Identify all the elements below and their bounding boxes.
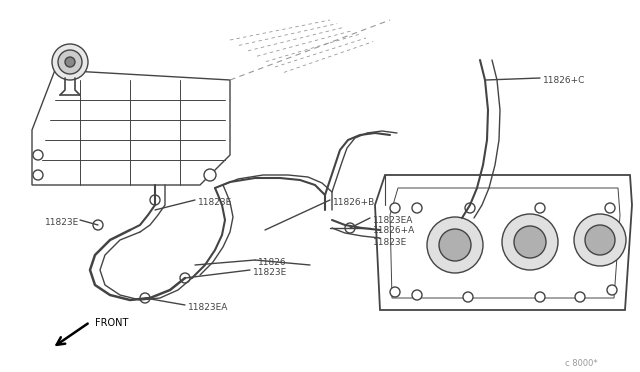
- Circle shape: [535, 203, 545, 213]
- Circle shape: [204, 169, 216, 181]
- Circle shape: [33, 170, 43, 180]
- Text: 11826+A: 11826+A: [373, 226, 415, 235]
- Circle shape: [390, 287, 400, 297]
- Circle shape: [345, 223, 355, 233]
- Circle shape: [535, 292, 545, 302]
- Text: 11826+B: 11826+B: [333, 198, 375, 207]
- Text: 11823EA: 11823EA: [373, 216, 413, 225]
- Text: 11826: 11826: [258, 258, 287, 267]
- Text: 11826+C: 11826+C: [543, 76, 586, 85]
- Circle shape: [52, 44, 88, 80]
- Circle shape: [390, 203, 400, 213]
- Circle shape: [412, 290, 422, 300]
- Circle shape: [180, 273, 190, 283]
- Circle shape: [65, 57, 75, 67]
- Text: FRONT: FRONT: [95, 318, 129, 328]
- Circle shape: [465, 203, 475, 213]
- Text: 11823EA: 11823EA: [188, 303, 228, 312]
- Circle shape: [502, 214, 558, 270]
- Circle shape: [585, 225, 615, 255]
- Circle shape: [427, 217, 483, 273]
- Circle shape: [463, 292, 473, 302]
- Circle shape: [140, 293, 150, 303]
- Circle shape: [439, 229, 471, 261]
- Circle shape: [574, 214, 626, 266]
- Text: 11823E: 11823E: [253, 268, 287, 277]
- Circle shape: [575, 292, 585, 302]
- Circle shape: [607, 285, 617, 295]
- Circle shape: [58, 50, 82, 74]
- Circle shape: [150, 195, 160, 205]
- Circle shape: [514, 226, 546, 258]
- Circle shape: [33, 150, 43, 160]
- Circle shape: [412, 203, 422, 213]
- Circle shape: [93, 220, 103, 230]
- Text: 11823E: 11823E: [198, 198, 232, 207]
- Text: 11823E: 11823E: [373, 238, 407, 247]
- Text: c 8000*: c 8000*: [565, 359, 598, 368]
- Text: 11823E: 11823E: [45, 218, 79, 227]
- Circle shape: [605, 203, 615, 213]
